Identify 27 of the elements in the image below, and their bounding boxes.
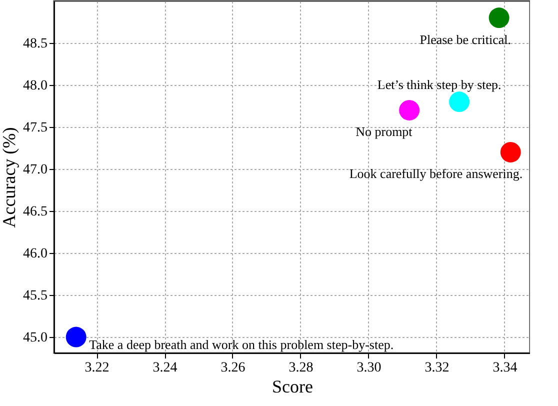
point bbox=[399, 100, 420, 120]
x-tick-label: 3.28 bbox=[288, 360, 314, 376]
series-label: Please be critical. bbox=[420, 32, 512, 47]
y-tick-label: 45.0 bbox=[23, 330, 48, 346]
x-tick-label: 3.22 bbox=[84, 360, 110, 376]
y-axis-title: Accuracy (%) bbox=[0, 127, 19, 228]
series-label: Take a deep breath and work on this problem step-by-step. bbox=[89, 337, 394, 352]
series-label: Let’s think step by step. bbox=[377, 76, 502, 92]
x-tick-label: 3.32 bbox=[424, 360, 450, 376]
point bbox=[449, 92, 470, 112]
point bbox=[488, 8, 510, 28]
x-tick-label: 3.26 bbox=[220, 360, 246, 376]
y-tick-label: 46.0 bbox=[23, 246, 48, 262]
y-tick-label: 48.0 bbox=[23, 78, 48, 94]
y-tick-label: 47.5 bbox=[23, 120, 48, 136]
x-tick-label: 3.30 bbox=[356, 360, 382, 376]
point bbox=[66, 326, 86, 348]
y-tick-label: 47.0 bbox=[23, 162, 48, 178]
series-label: No prompt bbox=[356, 124, 413, 140]
y-tick-label: 48.5 bbox=[23, 36, 48, 52]
x-tick-label: 3.24 bbox=[152, 360, 178, 376]
y-tick-label: 46.5 bbox=[23, 204, 48, 220]
point bbox=[500, 142, 521, 162]
x-tick-label: 3.34 bbox=[492, 360, 518, 376]
x-axis-title: Score bbox=[272, 376, 313, 396]
y-tick-label: 45.5 bbox=[23, 288, 48, 304]
series-label: Look carefully before answering. bbox=[349, 166, 523, 182]
